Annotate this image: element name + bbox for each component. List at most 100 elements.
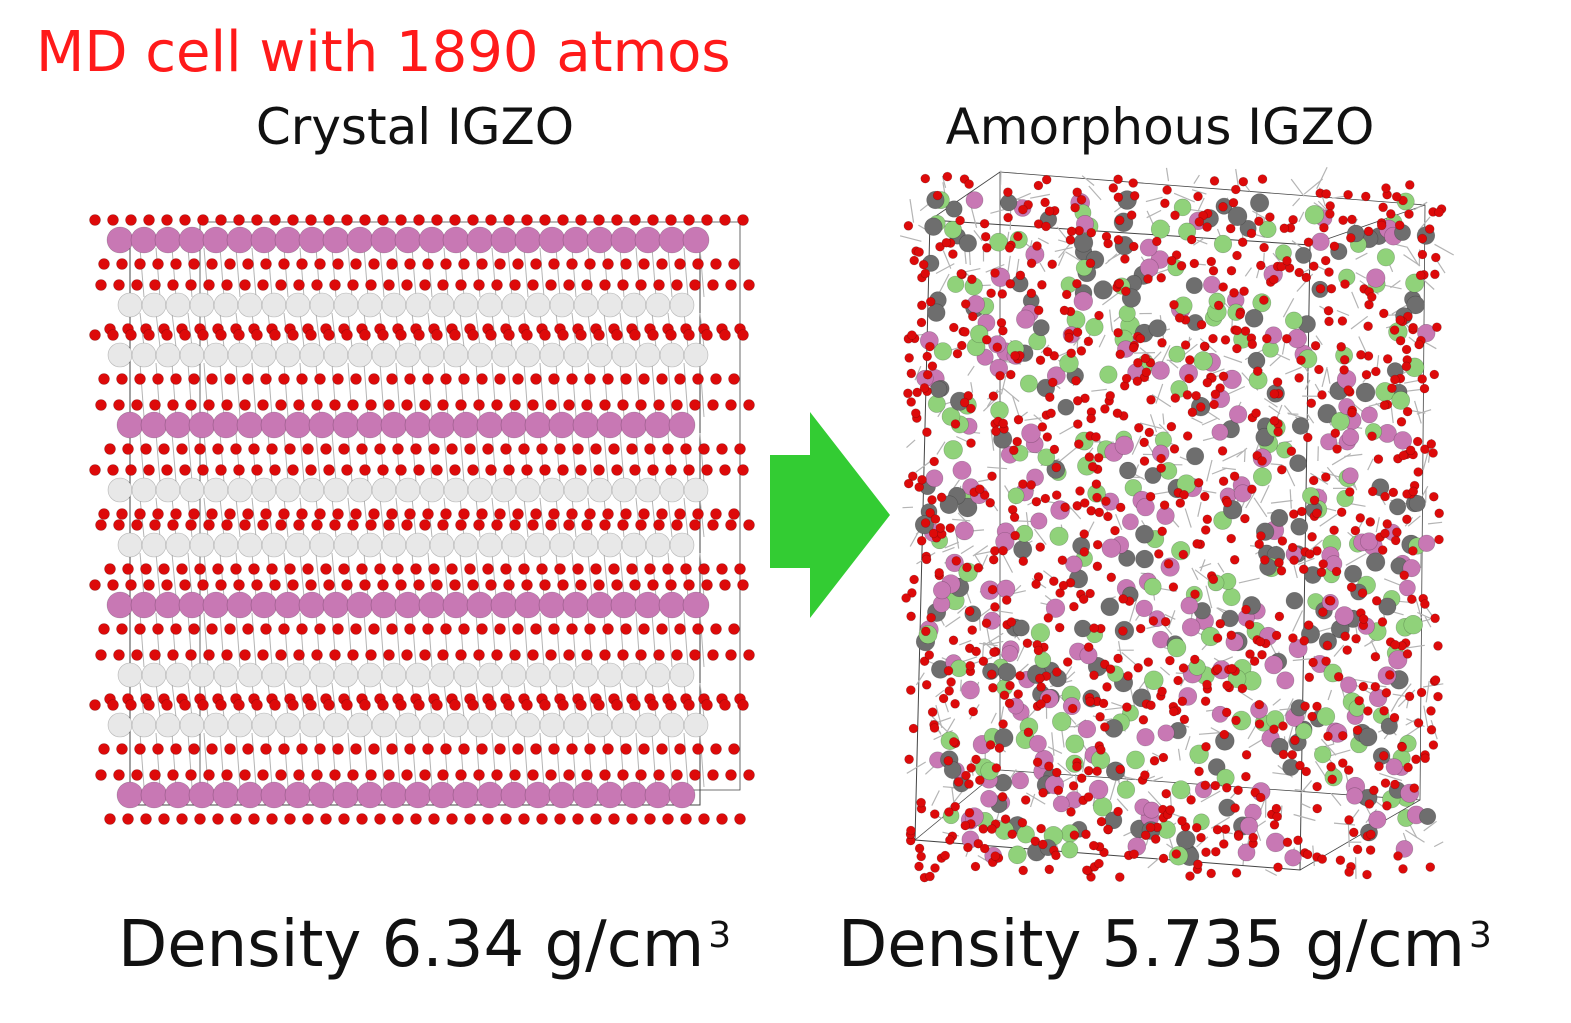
oxygen-atom [929,456,940,467]
oxygen-atom [1309,495,1320,506]
oxygen-atom [914,861,924,872]
crystal-bond [203,432,209,483]
crystal-bond [491,432,497,483]
oxygen-atom [1239,286,1249,297]
oxygen-atom [1287,749,1298,760]
oxygen-atom [554,563,566,575]
oxygen-atom [221,279,233,291]
oxygen-atom [1065,235,1076,245]
crystal-bond [571,732,577,788]
oxygen-atom [143,464,155,476]
oxygen-atom [197,699,209,711]
amorphous-bond [942,546,955,553]
amorphous-bond [1298,211,1305,223]
right-arrow-icon [770,412,890,618]
oxygen-atom [440,258,452,270]
indium-atom [548,781,576,809]
oxygen-atom [1377,545,1388,555]
gallium-zinc-atom [405,292,431,318]
oxygen-atom [1157,526,1167,537]
oxygen-atom [575,214,587,226]
oxygen-atom [1185,871,1195,881]
oxygen-atom [536,813,548,825]
indium-atom [1341,428,1360,446]
oxygen-atom [545,399,557,411]
oxygen-atom [1113,235,1124,245]
oxygen-atom [1302,849,1313,860]
oxygen-atom [323,579,335,591]
oxygen-atom [503,329,515,341]
oxygen-atom [473,649,485,661]
indium-atom [442,226,470,254]
oxygen-atom [728,623,740,635]
oxygen-atom [383,769,395,781]
amorphous-bond [1434,243,1454,256]
oxygen-atom [1251,408,1261,418]
zinc-atom [1013,539,1033,559]
gallium-atom [1118,304,1136,323]
oxygen-atom [305,699,317,711]
oxygen-atom [1240,513,1250,524]
oxygen-atom [988,682,998,693]
amorphous-bond [1210,816,1231,829]
oxygen-atom [1113,653,1123,664]
amorphous-bond [936,441,946,455]
crystal-bond [155,682,161,718]
gallium-zinc-atom [285,292,311,318]
indium-atom [250,591,278,619]
oxygen-atom [485,699,497,711]
gallium-zinc-atom [587,477,613,503]
oxygen-atom [701,699,713,711]
oxygen-atom [383,399,395,411]
oxygen-atom [509,279,521,291]
oxygen-atom [1321,189,1332,199]
oxygen-atom [323,214,335,226]
oxygen-atom [1269,819,1280,830]
oxygen-atom [1156,463,1166,473]
oxygen-atom [584,508,596,520]
gallium-zinc-atom [597,292,623,318]
gallium-atom [1403,614,1423,635]
amorphous-bond [1193,237,1205,246]
amorphous-bond [990,712,997,724]
crystal-bond [203,682,209,718]
oxygen-atom [590,813,602,825]
oxygen-atom [1303,432,1313,443]
oxygen-atom [458,623,470,635]
oxygen-atom [1093,452,1104,463]
indium-atom [634,591,662,619]
crystal-bond [411,612,417,668]
indium-atom [490,591,518,619]
oxygen-atom [275,279,287,291]
indium-atom [404,781,432,809]
amorphous-bond [1145,196,1163,203]
crystal-igzo-cell [89,214,755,825]
oxygen-atom [671,399,683,411]
oxygen-atom [215,214,227,226]
oxygen-atom [1321,472,1331,482]
oxygen-atom [338,443,350,455]
indium-atom [925,469,944,488]
oxygen-atom [1364,799,1375,809]
crystal-bond [171,432,177,483]
oxygen-atom [1143,657,1154,667]
gallium-zinc-atom [179,342,205,368]
oxygen-atom [149,399,161,411]
oxygen-atom [539,579,551,591]
oxygen-atom [329,649,341,661]
crystal-bond [187,552,193,598]
oxygen-atom [260,508,272,520]
oxygen-atom [122,813,134,825]
zinc-atom [1291,417,1310,435]
oxygen-atom [494,258,506,270]
indium-atom [1135,599,1153,618]
oxygen-atom [725,649,737,661]
amorphous-bond [1414,400,1422,424]
oxygen-atom [431,464,443,476]
oxygen-atom [1351,633,1361,644]
oxygen-atom [419,769,431,781]
zinc-atom [957,497,978,518]
indium-atom [1239,817,1259,836]
amorphous-bond [937,273,950,296]
oxygen-atom [287,699,299,711]
